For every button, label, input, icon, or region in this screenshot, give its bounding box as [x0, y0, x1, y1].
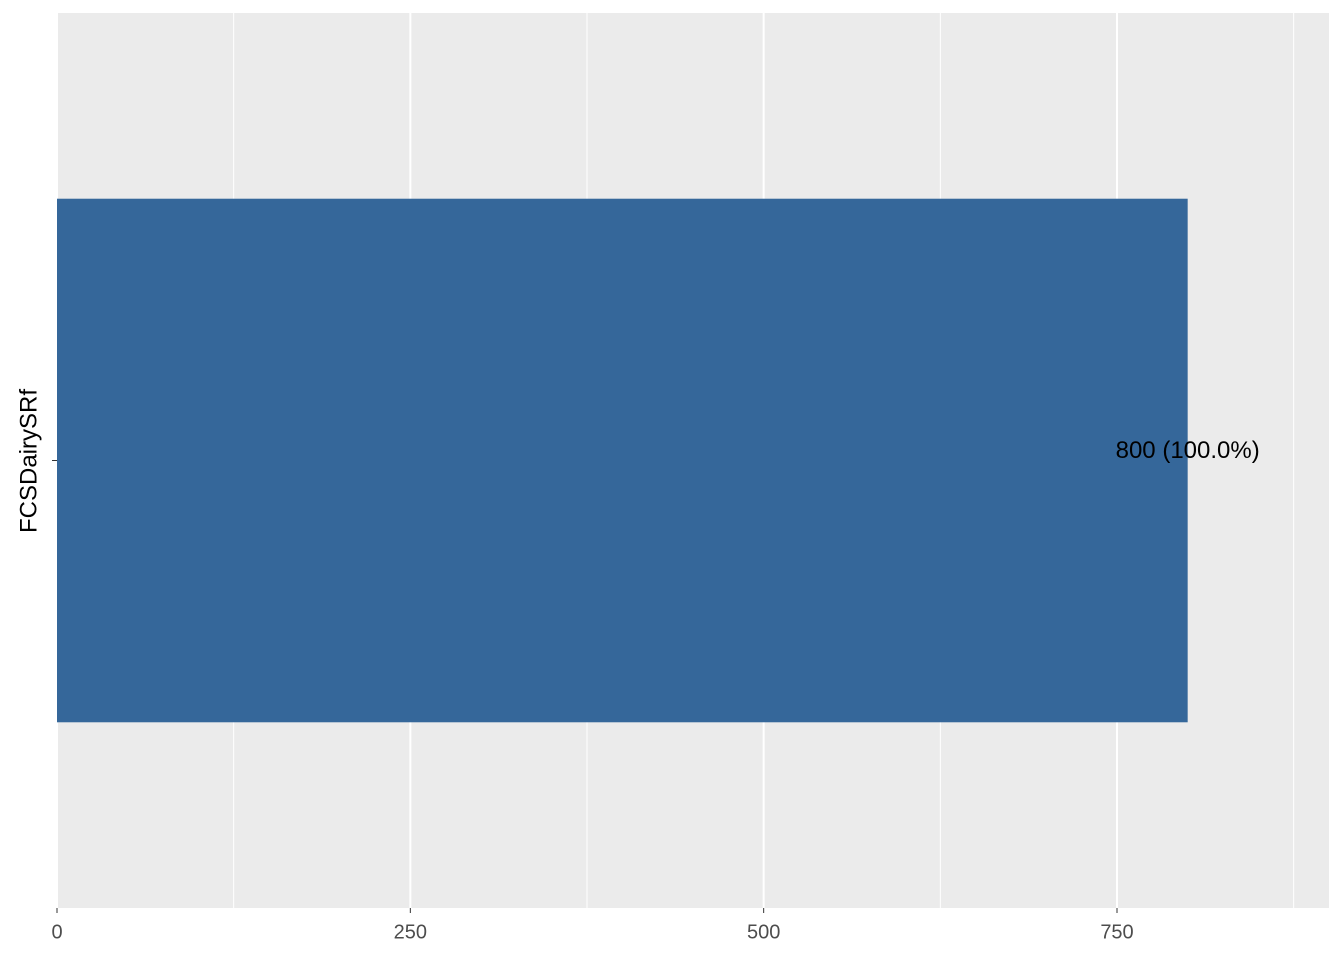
x-tick-label: 500 [747, 921, 780, 943]
value-label: 800 (100.0%) [1116, 437, 1260, 464]
bar [57, 198, 1188, 723]
x-tick-label: 750 [1100, 921, 1133, 943]
y-axis-title: FCSDairySRf [15, 389, 42, 533]
x-tick-label: 250 [394, 921, 427, 943]
x-tick-label: 0 [51, 921, 62, 943]
